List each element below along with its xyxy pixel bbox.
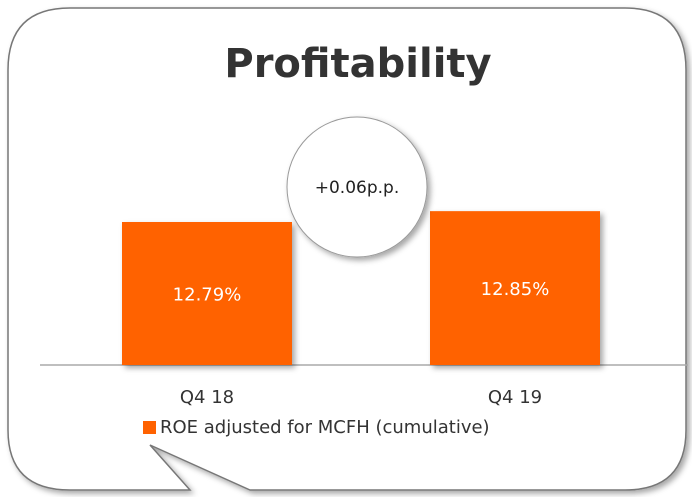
annotation-circle xyxy=(286,116,428,258)
chart-title: Profitability xyxy=(224,41,491,87)
bar xyxy=(430,211,600,365)
legend-label: ROE adjusted for MCFH (cumulative) xyxy=(160,417,490,438)
x-tick-label: Q4 19 xyxy=(488,387,542,408)
data-label: 12.85% xyxy=(481,279,550,300)
bar xyxy=(122,222,292,365)
annotation: +0.06p.p. xyxy=(315,178,400,198)
x-tick-label: Q4 18 xyxy=(180,387,234,408)
data-label: 12.79% xyxy=(173,285,242,306)
legend-swatch xyxy=(143,421,156,434)
